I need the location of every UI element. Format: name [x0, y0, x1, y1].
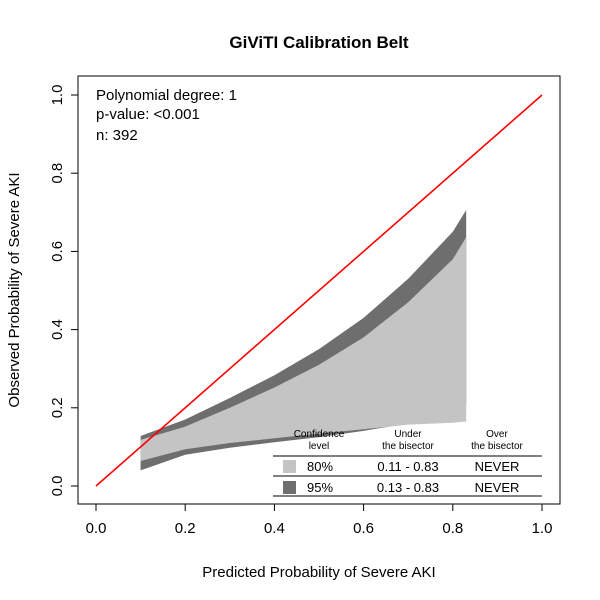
x-tick-label: 1.0: [532, 520, 553, 537]
legend-table: Confidence level Under the bisector Over the …: [273, 429, 542, 497]
legend-header: Under the bisector: [382, 429, 434, 452]
y-axis: 0.0 0.2 0.4 0.6 0.8 1.0: [49, 85, 79, 497]
annotation-block: Polynomial degree: 1 p-value: <0.001 n: …: [96, 87, 237, 144]
y-tick-label: 0.4: [49, 319, 66, 340]
legend-level: 80%: [307, 459, 333, 474]
legend-swatch-80: [283, 460, 296, 473]
y-tick-label: 1.0: [49, 85, 66, 106]
legend-over-range: NEVER: [475, 459, 520, 474]
bisector-line: [95, 94, 543, 487]
legend-swatch-95: [283, 481, 296, 494]
legend-header: Confidence level: [294, 429, 345, 452]
y-axis-label: Observed Probability of Severe AKI: [6, 172, 23, 407]
legend-under-range: 0.13 - 0.83: [377, 480, 439, 495]
legend-level: 95%: [307, 480, 333, 495]
legend-under-range: 0.11 - 0.83: [377, 459, 438, 474]
x-axis: 0.0 0.2 0.4 0.6 0.8 1.0: [86, 503, 553, 537]
x-tick-label: 0.0: [86, 520, 107, 537]
belt-80-area: [140, 237, 467, 461]
legend-header: Over the bisector: [471, 429, 523, 452]
x-tick-label: 0.4: [264, 520, 285, 537]
annotation-n: n: 392: [96, 127, 138, 144]
annotation-p-value: p-value: <0.001: [96, 106, 200, 123]
x-axis-label: Predicted Probability of Severe AKI: [202, 564, 435, 581]
legend-over-range: NEVER: [475, 480, 520, 495]
calibration-belts: [140, 210, 467, 471]
y-tick-label: 0.0: [49, 476, 66, 497]
y-tick-label: 0.2: [49, 397, 66, 418]
x-tick-label: 0.2: [175, 520, 196, 537]
x-tick-label: 0.8: [442, 520, 463, 537]
y-tick-label: 0.6: [49, 241, 66, 262]
chart-title: GiViTI Calibration Belt: [229, 33, 408, 52]
x-tick-label: 0.6: [353, 520, 374, 537]
annotation-polynomial-degree: Polynomial degree: 1: [96, 87, 237, 104]
y-tick-label: 0.8: [49, 163, 66, 184]
